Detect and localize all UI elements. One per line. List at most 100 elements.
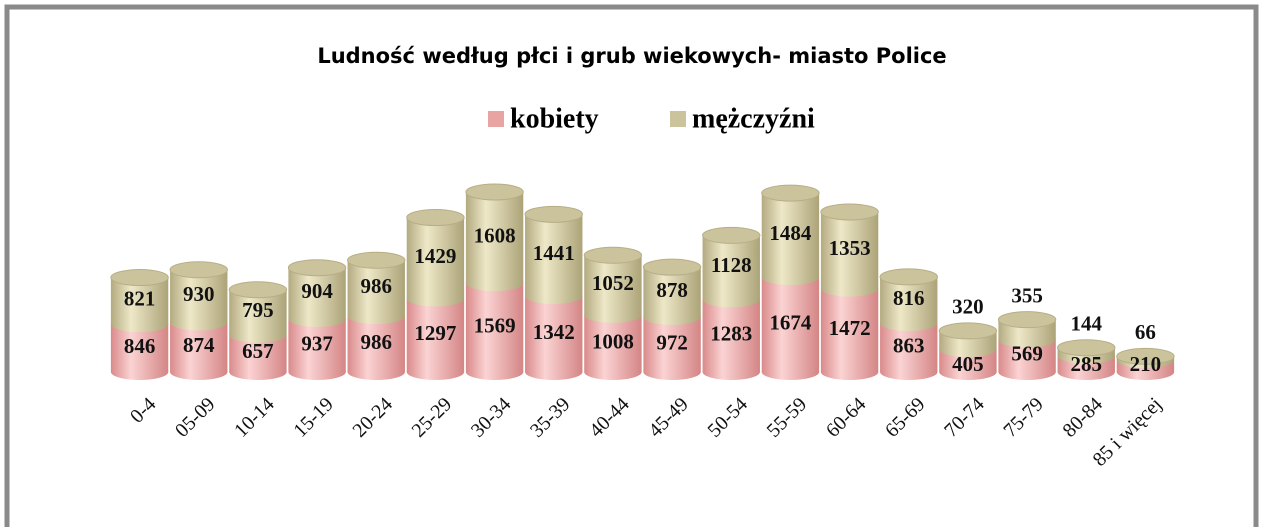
bar bbox=[170, 269, 228, 323]
bar bbox=[761, 193, 820, 278]
bar bbox=[820, 288, 879, 372]
data-label: 1008 bbox=[592, 329, 634, 353]
data-label: 285 bbox=[1071, 352, 1103, 376]
x-tick-label: 25-29 bbox=[408, 393, 457, 442]
data-label: 1283 bbox=[710, 321, 752, 345]
bar bbox=[465, 192, 524, 284]
bar bbox=[465, 283, 524, 372]
data-label: 816 bbox=[893, 286, 925, 310]
data-label: 144 bbox=[1071, 312, 1103, 336]
cylinder-top bbox=[465, 183, 524, 201]
bar bbox=[288, 267, 346, 319]
data-label: 569 bbox=[1011, 342, 1043, 366]
cylinder-top bbox=[997, 311, 1057, 329]
data-label: 1484 bbox=[769, 221, 812, 245]
cylinder-top bbox=[524, 205, 583, 223]
data-label: 1569 bbox=[474, 313, 516, 337]
bar bbox=[170, 322, 228, 372]
cylinder-top bbox=[169, 261, 228, 279]
data-label: 874 bbox=[183, 333, 215, 357]
cylinder-top bbox=[583, 246, 643, 264]
x-tick-label: 70-74 bbox=[940, 393, 989, 442]
bar bbox=[880, 323, 938, 372]
x-tick-label: 20-24 bbox=[348, 393, 397, 442]
data-label: 1429 bbox=[414, 244, 456, 268]
data-label: 795 bbox=[242, 298, 274, 322]
data-label: 355 bbox=[1011, 283, 1043, 307]
legend-label: mężczyźni bbox=[692, 103, 815, 134]
data-label: 210 bbox=[1130, 352, 1162, 376]
bar bbox=[584, 314, 642, 372]
cylinder-top bbox=[642, 258, 702, 276]
data-label: 1052 bbox=[592, 271, 634, 295]
cylinder-top bbox=[406, 209, 465, 227]
data-label: 930 bbox=[183, 282, 215, 306]
data-label: 1342 bbox=[533, 320, 575, 344]
x-tick-label: 0-4 bbox=[126, 393, 160, 427]
cylinder-top bbox=[1057, 339, 1116, 357]
bar bbox=[702, 299, 760, 372]
x-tick-label: 05-09 bbox=[171, 393, 220, 442]
x-tick-label: 45-49 bbox=[644, 393, 693, 442]
bar bbox=[288, 318, 346, 372]
data-label: 846 bbox=[124, 334, 156, 358]
cylinder-top bbox=[287, 259, 347, 277]
data-label: 878 bbox=[656, 278, 688, 302]
chart-title: Ludność według płci i grub wiekowych- mi… bbox=[317, 44, 946, 68]
legend-swatch bbox=[670, 111, 686, 127]
data-label: 405 bbox=[952, 352, 984, 376]
cylinder-top bbox=[347, 251, 406, 269]
data-label: 1128 bbox=[711, 253, 752, 277]
data-label: 904 bbox=[301, 279, 333, 303]
data-label: 1297 bbox=[414, 321, 456, 345]
data-label: 986 bbox=[361, 330, 393, 354]
frame bbox=[4, 4, 1259, 527]
x-tick-label: 75-79 bbox=[999, 393, 1048, 442]
cylinder-top bbox=[1116, 347, 1175, 365]
bar bbox=[525, 295, 583, 372]
bar bbox=[406, 298, 465, 372]
data-label: 1472 bbox=[829, 316, 871, 340]
data-label: 986 bbox=[361, 274, 393, 298]
x-tick-label: 35-39 bbox=[526, 393, 575, 442]
cylinder-top bbox=[879, 268, 938, 286]
data-label: 972 bbox=[656, 330, 688, 354]
x-tick-label: 15-19 bbox=[289, 393, 338, 442]
data-label: 66 bbox=[1135, 320, 1156, 344]
cylinder-top bbox=[938, 322, 998, 340]
bar bbox=[525, 214, 583, 296]
x-tick-label: 55-59 bbox=[763, 393, 812, 442]
bar bbox=[820, 211, 879, 289]
bar bbox=[406, 217, 465, 299]
x-tick-label: 80-84 bbox=[1058, 393, 1107, 442]
x-tick-label: 40-44 bbox=[585, 393, 634, 442]
cylinder-top bbox=[228, 281, 288, 299]
bar bbox=[761, 277, 820, 372]
cylinder-top bbox=[820, 203, 879, 221]
x-tick-label: 65-69 bbox=[881, 393, 930, 442]
data-label: 1608 bbox=[474, 223, 516, 247]
x-tick-label: 60-64 bbox=[822, 393, 871, 442]
legend-label: kobiety bbox=[510, 103, 599, 134]
data-label: 320 bbox=[952, 295, 984, 319]
data-label: 863 bbox=[893, 333, 925, 357]
bar bbox=[347, 316, 405, 372]
cylinder-top bbox=[702, 226, 761, 244]
x-tick-label: 30-34 bbox=[467, 393, 516, 442]
x-tick-label: 50-54 bbox=[703, 393, 752, 442]
data-label: 1674 bbox=[769, 310, 812, 334]
bar bbox=[347, 260, 405, 317]
x-tick-label: 10-14 bbox=[230, 393, 279, 442]
cylinder-top bbox=[110, 269, 169, 287]
data-label: 657 bbox=[242, 339, 274, 363]
bar bbox=[584, 255, 642, 315]
cylinder-top bbox=[761, 184, 820, 202]
data-label: 937 bbox=[301, 331, 333, 355]
bar bbox=[702, 235, 760, 300]
legend-swatch bbox=[488, 111, 504, 127]
data-label: 821 bbox=[124, 287, 156, 311]
data-label: 1441 bbox=[533, 241, 575, 265]
data-label: 1353 bbox=[829, 236, 871, 260]
bar bbox=[643, 316, 701, 372]
